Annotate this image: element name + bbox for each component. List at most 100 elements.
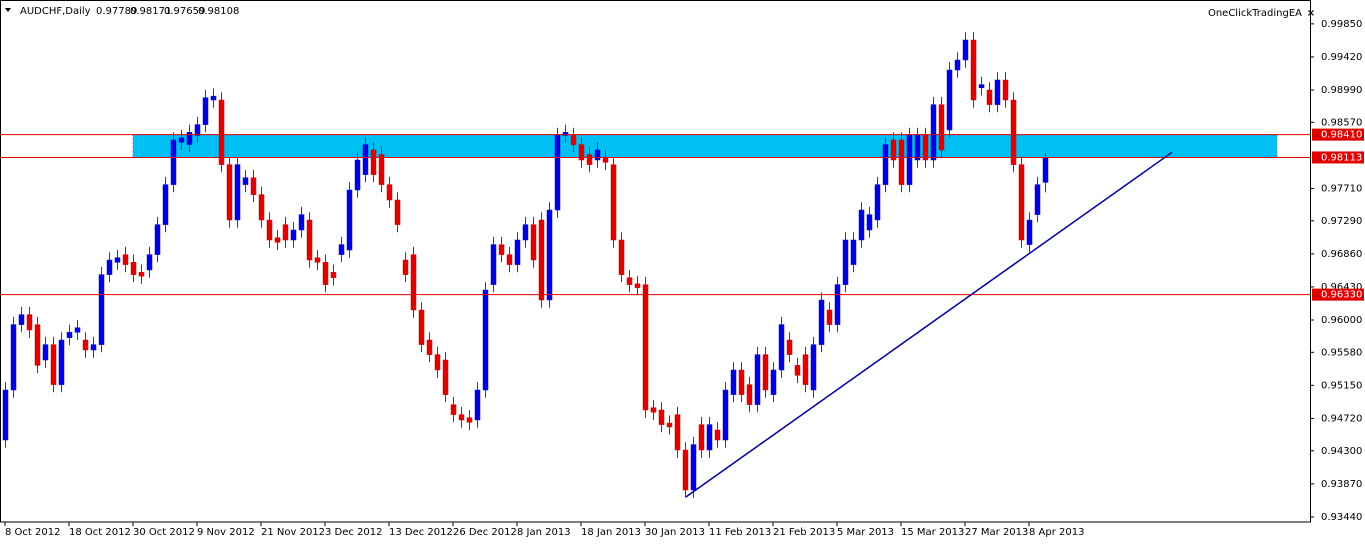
candle-body bbox=[402, 259, 409, 275]
x-tick-label: 8 Oct 2012 bbox=[5, 527, 60, 538]
candle-body bbox=[18, 314, 25, 325]
level-label-bg bbox=[1312, 128, 1364, 141]
x-tick-label: 13 Dec 2012 bbox=[389, 527, 453, 538]
candle-body bbox=[1034, 184, 1041, 215]
candle-body bbox=[410, 254, 417, 311]
candle-body bbox=[562, 132, 569, 136]
y-tick-label: 0.96430 bbox=[1321, 282, 1362, 293]
candle-body bbox=[554, 135, 561, 211]
candle-body bbox=[98, 274, 105, 345]
candle-body bbox=[378, 154, 385, 185]
candle-body bbox=[586, 154, 593, 165]
candle-body bbox=[426, 339, 433, 355]
candle-body bbox=[458, 414, 465, 421]
candle-body bbox=[186, 132, 193, 145]
candle-body bbox=[746, 384, 753, 405]
candle-body bbox=[866, 214, 873, 231]
candle-body bbox=[634, 283, 641, 288]
x-tick-label: 30 Oct 2012 bbox=[133, 527, 195, 538]
candle-body bbox=[450, 404, 457, 415]
candle-body bbox=[162, 184, 169, 225]
candle-body bbox=[1002, 79, 1009, 101]
candle-body bbox=[930, 104, 937, 161]
candle-body bbox=[658, 409, 665, 425]
header-high: 0.98171 bbox=[130, 6, 171, 17]
candle-body bbox=[1010, 99, 1017, 165]
candle-body bbox=[386, 184, 393, 201]
candle-body bbox=[314, 257, 321, 263]
y-tick-label: 0.93440 bbox=[1321, 512, 1362, 523]
x-tick-label: 3 Dec 2012 bbox=[325, 527, 383, 538]
candle-body bbox=[650, 407, 657, 413]
y-tick-label: 0.93870 bbox=[1321, 479, 1362, 490]
candle-body bbox=[474, 389, 481, 421]
level-label: 0.98113 bbox=[1321, 152, 1362, 163]
x-tick-label: 27 Mar 2013 bbox=[965, 527, 1028, 538]
menu-arrow[interactable] bbox=[5, 8, 11, 12]
candle-body bbox=[130, 262, 137, 275]
y-tick-label: 0.95580 bbox=[1321, 347, 1362, 358]
x-tick-label: 8 Jan 2013 bbox=[517, 527, 571, 538]
level-label: 0.98410 bbox=[1321, 130, 1362, 141]
candle-body bbox=[202, 97, 209, 125]
close-button[interactable]: × bbox=[1307, 8, 1315, 19]
candle-body bbox=[858, 209, 865, 241]
y-tick-label: 0.96000 bbox=[1321, 315, 1362, 326]
candle-body bbox=[178, 137, 185, 143]
candle-body bbox=[730, 369, 737, 395]
candle-body bbox=[114, 257, 121, 263]
candle-body bbox=[482, 289, 489, 391]
candle-body bbox=[794, 365, 801, 376]
candle-body bbox=[546, 209, 553, 301]
candle-body bbox=[90, 344, 97, 351]
candle-body bbox=[978, 84, 985, 88]
candle-body bbox=[986, 89, 993, 105]
candle-body bbox=[34, 324, 41, 366]
candle-body bbox=[234, 164, 241, 221]
candle-body bbox=[610, 164, 617, 241]
x-tick-label: 18 Oct 2012 bbox=[69, 527, 131, 538]
candle-body bbox=[690, 444, 697, 491]
level-label: 0.96330 bbox=[1321, 290, 1362, 301]
candle-body bbox=[298, 214, 305, 231]
x-tick-label: 26 Dec 2012 bbox=[453, 527, 517, 538]
trend-line bbox=[685, 151, 1173, 498]
x-tick-label: 5 Mar 2013 bbox=[837, 527, 894, 538]
candle-body bbox=[1018, 164, 1025, 241]
candle-body bbox=[698, 424, 705, 451]
candle-body bbox=[1026, 219, 1033, 245]
candle-body bbox=[226, 164, 233, 221]
header-open: 0.97789 bbox=[96, 6, 137, 17]
header-low: 0.97659 bbox=[164, 6, 205, 17]
candle-body bbox=[890, 139, 897, 161]
candle-body bbox=[810, 344, 817, 391]
panel-title: OneClickTradingEA bbox=[1208, 8, 1302, 19]
candle-body bbox=[74, 327, 81, 333]
candle-body bbox=[346, 189, 353, 251]
candle-body bbox=[642, 284, 649, 411]
candle-body bbox=[154, 224, 161, 255]
candle-body bbox=[714, 429, 721, 441]
candle-body bbox=[626, 277, 633, 285]
candle-body bbox=[442, 359, 449, 395]
candle-body bbox=[954, 59, 961, 71]
candle-body bbox=[754, 354, 761, 405]
candle-body bbox=[578, 144, 585, 161]
candle-body bbox=[826, 309, 833, 325]
candle-body bbox=[266, 219, 273, 241]
zone bbox=[132, 134, 1278, 158]
candle-body bbox=[218, 99, 225, 165]
plot-frame bbox=[0, 0, 1311, 523]
candle-body bbox=[210, 95, 217, 101]
candle-body bbox=[850, 239, 857, 265]
candle-body bbox=[146, 254, 153, 271]
candle-body bbox=[778, 324, 785, 371]
x-tick-label: 11 Feb 2013 bbox=[709, 527, 771, 538]
candle-body bbox=[762, 354, 769, 391]
candle-body bbox=[906, 135, 913, 185]
candle-body bbox=[322, 262, 329, 285]
candle-body bbox=[330, 272, 337, 278]
candle-body bbox=[362, 144, 369, 175]
candle-body bbox=[666, 422, 673, 428]
